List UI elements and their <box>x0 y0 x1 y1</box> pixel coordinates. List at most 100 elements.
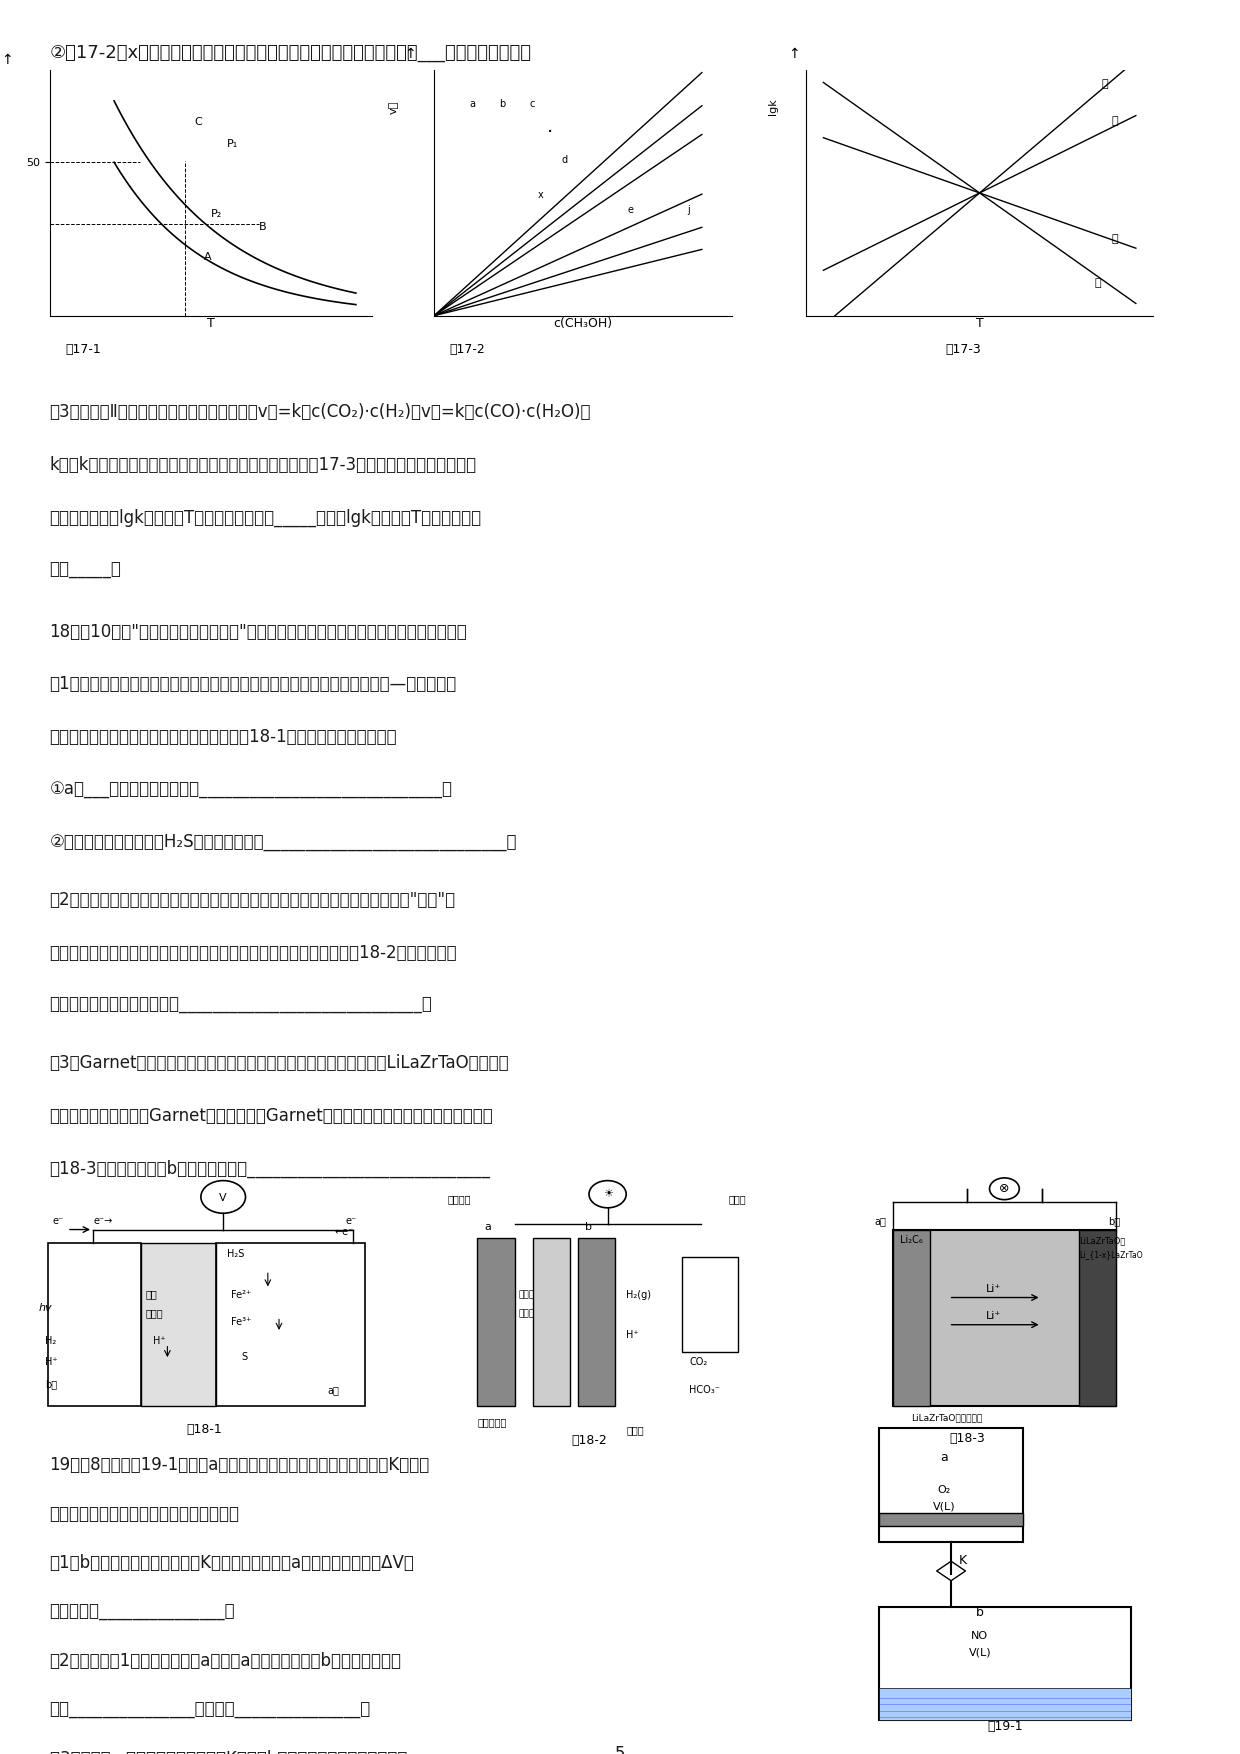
Text: 图18-1: 图18-1 <box>187 1424 222 1437</box>
Text: 有机电解液: 有机电解液 <box>477 1417 507 1428</box>
Text: HCO₃⁻: HCO₃⁻ <box>689 1384 720 1394</box>
Text: （3）若固定 a中活塞如图所示，打开K，移走b的密封套，足够长时间后，观: （3）若固定 a中活塞如图所示，打开K，移走b的密封套，足够长时间后，观 <box>50 1750 407 1754</box>
Text: 象是_______________，原因是_______________。: 象是_______________，原因是_______________。 <box>50 1701 371 1719</box>
Text: 乙: 乙 <box>1111 116 1118 126</box>
Text: CO₂: CO₂ <box>689 1358 708 1368</box>
Text: 中的二氧化碳，以触发电化学反应，生成电能和氢气，其工作原理如图18-2所示。请用化: 中的二氧化碳，以触发电化学反应，生成电能和氢气，其工作原理如图18-2所示。请用… <box>50 944 458 961</box>
Text: 丁: 丁 <box>1094 279 1101 288</box>
Text: 图17-2: 图17-2 <box>449 342 485 356</box>
Text: S: S <box>242 1352 248 1363</box>
Text: Fe²⁺: Fe²⁺ <box>231 1289 250 1300</box>
Text: a: a <box>470 98 476 109</box>
X-axis label: c(CH₃OH): c(CH₃OH) <box>553 317 613 330</box>
Text: 5: 5 <box>615 1745 625 1754</box>
Text: K: K <box>959 1554 966 1568</box>
Text: V: V <box>219 1193 227 1203</box>
Text: ①a为___极，其电极反应式为_____________________________；: ①a为___极，其电极反应式为_________________________… <box>50 781 453 798</box>
Bar <box>533 1238 570 1407</box>
Text: b: b <box>500 98 506 109</box>
Bar <box>893 1230 1116 1407</box>
Text: P₂: P₂ <box>211 209 222 219</box>
Bar <box>879 1512 1023 1526</box>
Text: （1）b中气体与水不接触，打开K，足够长时间后，a中气体体积减少（ΔV）: （1）b中气体与水不接触，打开K，足够长时间后，a中气体体积减少（ΔV） <box>50 1554 414 1572</box>
Text: e⁻: e⁻ <box>52 1216 63 1226</box>
Text: C: C <box>195 118 202 128</box>
Bar <box>879 1687 1131 1721</box>
Text: H⁺: H⁺ <box>626 1330 639 1340</box>
Text: e⁻: e⁻ <box>346 1216 357 1226</box>
Text: k正、k逆分别表示正逆反应速率常数，只与温度有关。则图17-3中所示的甲、乙、丙、丁四: k正、k逆分别表示正逆反应速率常数，只与温度有关。则图17-3中所示的甲、乙、丙… <box>50 456 476 474</box>
Text: e: e <box>627 205 634 214</box>
Text: .: . <box>547 116 553 135</box>
Text: 19．（8分）如图19-1所示（a中活塞的质量与筒壁的摩擦力不计；与K相连的: 19．（8分）如图19-1所示（a中活塞的质量与筒壁的摩擦力不计；与K相连的 <box>50 1456 430 1473</box>
Text: B: B <box>259 221 267 232</box>
Y-axis label: lgk: lgk <box>769 98 779 116</box>
Text: 子导体: 子导体 <box>518 1310 534 1319</box>
Text: 解硫化氢的研究中获得新进展，相关装置如图18-1所示。请回答下列问题：: 解硫化氢的研究中获得新进展，相关装置如图18-1所示。请回答下列问题： <box>50 728 397 745</box>
Bar <box>879 1428 1023 1542</box>
Text: （2）在上述（1）之后，快速推a活塞至a中气体全部进入b中，观察到的现: （2）在上述（1）之后，快速推a活塞至a中气体全部进入b中，观察到的现 <box>50 1652 402 1670</box>
Text: a极: a极 <box>874 1216 887 1226</box>
Text: 18．（10分）"绿水青山就是金山银山"，利用电池原理治理污染是今后科研的重要课题。: 18．（10分）"绿水青山就是金山银山"，利用电池原理治理污染是今后科研的重要课… <box>50 623 467 640</box>
Text: 钠超离: 钠超离 <box>518 1291 534 1300</box>
Text: x: x <box>538 189 544 200</box>
X-axis label: T: T <box>207 317 215 330</box>
Text: 学方程式表示该电池的原理：_____________________________。: 学方程式表示该电池的原理：___________________________… <box>50 996 433 1014</box>
Text: ↑: ↑ <box>404 47 415 61</box>
Text: c: c <box>529 98 534 109</box>
Text: b极: b极 <box>1109 1216 1121 1226</box>
X-axis label: T: T <box>976 317 983 330</box>
Text: （1）硫化氢是一种具有臭鸡蛋气味的有毒气体，我国最近在太阳能光电催化—化学耦合分: （1）硫化氢是一种具有臭鸡蛋气味的有毒气体，我国最近在太阳能光电催化—化学耦合分 <box>50 675 456 693</box>
Text: 线是_____。: 线是_____。 <box>50 561 122 579</box>
Text: b极: b极 <box>45 1379 57 1389</box>
Text: O₂: O₂ <box>937 1486 951 1494</box>
Text: 图17-1: 图17-1 <box>66 342 102 356</box>
Text: 前能达到最高电导率的Garnet型电解质。某Garnet型可充电锂离子电池放电时工作原理如: 前能达到最高电导率的Garnet型电解质。某Garnet型可充电锂离子电池放电时… <box>50 1107 494 1124</box>
Text: ☀: ☀ <box>603 1189 613 1200</box>
Text: b: b <box>976 1607 983 1619</box>
Text: H₂(g): H₂(g) <box>626 1289 651 1300</box>
Text: a: a <box>485 1221 492 1231</box>
Text: 图19-1: 图19-1 <box>987 1721 1023 1733</box>
Text: A: A <box>205 253 212 263</box>
Text: 图17-3: 图17-3 <box>945 342 981 356</box>
Text: 图18-3: 图18-3 <box>950 1431 985 1445</box>
Text: ⊗: ⊗ <box>999 1182 1009 1194</box>
Text: 水电解质: 水电解质 <box>448 1194 470 1205</box>
Text: Li⁺: Li⁺ <box>986 1312 1001 1321</box>
Text: hv: hv <box>38 1303 52 1314</box>
Text: ↑: ↑ <box>789 47 800 61</box>
Text: 图18-3所示，放电时，b极反应方程式为_____________________________: 图18-3所示，放电时，b极反应方程式为____________________… <box>50 1159 491 1177</box>
Text: LiLaZrTaO固态电解质: LiLaZrTaO固态电解质 <box>911 1414 982 1422</box>
Text: 细管的体积也忽略不计）。在标准状况下：: 细管的体积也忽略不计）。在标准状况下： <box>50 1505 239 1522</box>
Text: d: d <box>562 156 568 165</box>
Text: 氢能源: 氢能源 <box>729 1194 746 1205</box>
Text: Li⁺: Li⁺ <box>986 1284 1001 1294</box>
Text: Li₂C₆: Li₂C₆ <box>900 1235 923 1245</box>
Text: V(L): V(L) <box>968 1647 991 1658</box>
Text: a: a <box>940 1451 947 1463</box>
Text: 的范围是：_______________。: 的范围是：_______________。 <box>50 1603 236 1621</box>
Bar <box>216 1244 365 1407</box>
Text: Li_{1-x}LaZrTaO: Li_{1-x}LaZrTaO <box>1079 1251 1142 1259</box>
Text: b: b <box>585 1221 593 1231</box>
Text: （2）碳排放是影响气候变化的重要因素之一。最近，科学家开发出一种新系统，"溶解"水: （2）碳排放是影响气候变化的重要因素之一。最近，科学家开发出一种新系统，"溶解"… <box>50 891 456 909</box>
Y-axis label: v正: v正 <box>388 100 398 114</box>
Text: 丙: 丙 <box>1111 233 1118 244</box>
Bar <box>477 1238 515 1407</box>
Text: j: j <box>687 205 689 214</box>
Text: NO: NO <box>971 1631 988 1642</box>
Text: V(L): V(L) <box>932 1501 955 1512</box>
Text: 条直线中，表示lgk正随温度T变化关系的直线是_____，表示lgk逆随温度T变化关系的直: 条直线中，表示lgk正随温度T变化关系的直线是_____，表示lgk逆随温度T变… <box>50 509 481 526</box>
Text: 图18-2: 图18-2 <box>572 1435 606 1447</box>
Text: 金属钠: 金属钠 <box>626 1426 644 1435</box>
Text: ②图17-2中x点平衡体系时升温，反应重新达平衡状态时新平衡点可能是___（填字母序号）。: ②图17-2中x点平衡体系时升温，反应重新达平衡状态时新平衡点可能是___（填字… <box>50 44 532 61</box>
Text: H₂S: H₂S <box>227 1249 244 1259</box>
Text: H₂: H₂ <box>45 1337 56 1345</box>
Bar <box>682 1256 738 1352</box>
Text: LiLaZrTaO与: LiLaZrTaO与 <box>1079 1237 1125 1245</box>
Bar <box>893 1230 930 1407</box>
Text: （3）若反应Ⅱ的正、逆反应速率分别可表示为v正=k正c(CO₂)·c(H₂)，v逆=k逆c(CO)·c(H₂O)，: （3）若反应Ⅱ的正、逆反应速率分别可表示为v正=k正c(CO₂)·c(H₂)，v… <box>50 403 591 421</box>
Text: 交换膜: 交换膜 <box>145 1308 162 1319</box>
Bar <box>1079 1230 1116 1407</box>
